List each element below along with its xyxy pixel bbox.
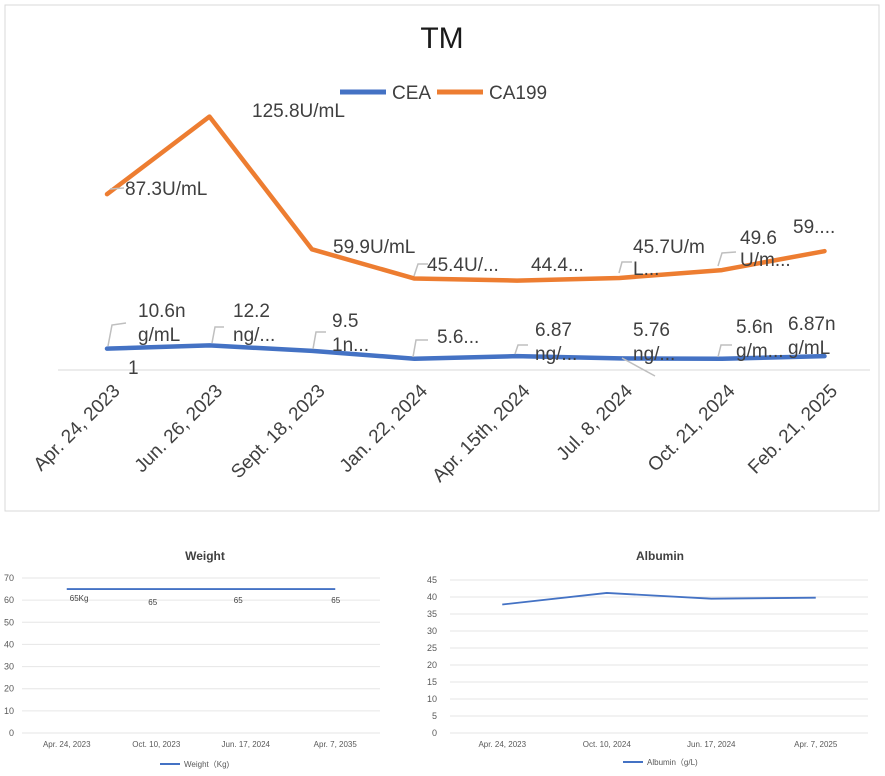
tm-cea-data-label: 5.6... <box>437 327 479 348</box>
tm-ca199-data-label: U/m... <box>740 250 791 271</box>
tm-chart-frame <box>4 4 880 512</box>
tm-ca199-data-label: 45.7U/m <box>633 237 705 258</box>
albumin-chart: Albumin 0 5 10 15 20 25 30 35 40 45 Apr. 24, 2023 O… <box>427 549 868 767</box>
tm-series-line-cea <box>104 343 827 361</box>
tm-series-line-ca199 <box>104 114 827 283</box>
y-tick-label: 45 <box>427 575 437 585</box>
y-tick-label: 30 <box>4 662 14 672</box>
y-tick-label: 20 <box>4 684 14 694</box>
weight-chart-panel: Weight 0 10 20 30 40 50 60 70 Apr. 24, 2023 Oct. … <box>0 540 420 771</box>
tm-leader-line <box>109 187 125 190</box>
tm-leader-line <box>412 339 428 358</box>
weight-data-label: 65 <box>331 596 340 605</box>
tm-cea-data-label: g/mL <box>788 338 830 359</box>
tm-chart: TM CEA CA199 Apr. 24, 2023 Jun. 26, 2023 S… <box>4 4 880 512</box>
y-tick-label: 5 <box>432 711 437 721</box>
y-tick-label: 40 <box>427 592 437 602</box>
x-tick-label: Oct. 10, 2023 <box>132 740 181 749</box>
x-tick-label: Jun. 17, 2024 <box>687 740 736 749</box>
x-tick-label: Apr. 7, 2025 <box>794 740 838 749</box>
tm-ca199-data-label: 49.6 <box>740 228 777 249</box>
tm-leader-line <box>717 344 732 358</box>
tm-cea-data-label: ng/... <box>633 344 675 365</box>
tm-cea-data-label: 1n... <box>332 335 369 356</box>
tm-ca199-data-label: 125.8U/mL <box>252 101 345 122</box>
y-tick-label: 10 <box>4 706 14 716</box>
tm-ca199-data-label: L... <box>633 259 659 280</box>
weight-data-label: 65Kg <box>70 594 89 603</box>
tm-cea-data-label: ng/... <box>233 325 275 346</box>
tm-chart-title: TM <box>420 22 463 55</box>
tm-ca199-data-label: 45.4U/... <box>427 255 499 276</box>
series-line <box>502 592 816 606</box>
tm-ca199-data-label: 44.4... <box>531 255 584 276</box>
tm-chart-panel: TM CEA CA199 Apr. 24, 2023 Jun. 26, 2023 S… <box>4 4 880 512</box>
tm-leader-line <box>413 263 428 277</box>
x-tick-label: Apr. 24, 2023 <box>478 740 526 749</box>
x-tick-label: Apr. 7, 2035 <box>314 740 358 749</box>
y-tick-label: 30 <box>427 626 437 636</box>
tm-leader-line <box>312 331 326 350</box>
y-tick-label: 10 <box>427 694 437 704</box>
tm-leader-line <box>621 357 656 377</box>
y-tick-label: 40 <box>4 639 14 649</box>
tm-cea-data-label: 6.87 <box>535 320 572 341</box>
albumin-chart-panel: Albumin 0 5 10 15 20 25 30 35 40 45 Apr. 24, 2023 O… <box>420 540 885 771</box>
weight-chart: Weight 0 10 20 30 40 50 60 70 Apr. 24, 2023 Oct. … <box>4 549 380 769</box>
x-tick-label: Apr. 24, 2023 <box>43 740 91 749</box>
tm-ca199-data-label: 59.9U/mL <box>333 237 415 258</box>
tm-cea-data-label: ng/... <box>535 344 577 365</box>
x-tick-label: Oct. 10, 2024 <box>583 740 632 749</box>
y-tick-label: 20 <box>427 660 437 670</box>
tm-ca199-data-label: 59.... <box>793 217 835 238</box>
legend-label-cea: CEA <box>392 83 431 104</box>
tm-cea-data-label: 5.6n <box>736 317 773 338</box>
weight-legend-label: Weight（Kg) <box>184 760 230 769</box>
weight-data-label: 65 <box>148 598 157 607</box>
y-tick-label: 50 <box>4 617 14 627</box>
legend-label-ca199: CA199 <box>489 83 547 104</box>
tm-leader-line <box>211 326 224 344</box>
tm-cea-data-label: 6.87n <box>788 314 836 335</box>
y-tick-label: 15 <box>427 677 437 687</box>
tm-leader-line <box>514 344 528 355</box>
albumin-legend-label: Albumin（g/L) <box>647 758 698 767</box>
y-tick-label: 0 <box>432 728 437 738</box>
y-tick-label: 25 <box>427 643 437 653</box>
tm-leader-line <box>717 251 737 267</box>
tm-cea-data-label: g/mL <box>138 325 180 346</box>
tm-leader-line <box>107 322 127 347</box>
tm-cea-data-label: g/m... <box>736 341 784 362</box>
weight-data-label: 65 <box>234 596 243 605</box>
tm-cea-data-label: 12.2 <box>233 301 270 322</box>
y-tick-label: 0 <box>9 728 14 738</box>
tm-cea-stray-label: 1 <box>128 358 139 379</box>
tm-cea-data-label: 5.76 <box>633 320 670 341</box>
y-tick-label: 35 <box>427 609 437 619</box>
tm-leader-line <box>618 261 632 274</box>
weight-chart-title: Weight <box>185 549 225 563</box>
tm-ca199-data-label: 87.3U/mL <box>125 179 207 200</box>
y-tick-label: 70 <box>4 573 14 583</box>
x-tick-label: Jun. 17, 2024 <box>222 740 271 749</box>
albumin-chart-title: Albumin <box>636 549 684 563</box>
tm-cea-data-label: 9.5 <box>332 311 358 332</box>
tm-cea-data-label: 10.6n <box>138 301 186 322</box>
y-tick-label: 60 <box>4 595 14 605</box>
